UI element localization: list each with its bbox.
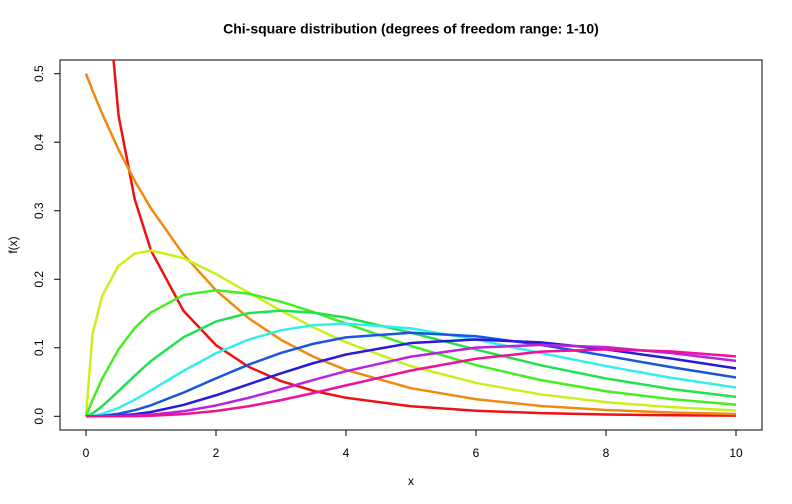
x-tick-label: 10: [729, 446, 743, 460]
y-tick-label: 0.1: [32, 339, 46, 356]
plot-area: [84, 60, 737, 418]
series-line: [86, 348, 737, 418]
y-tick-label: 0.0: [32, 408, 46, 425]
x-tick-label: 8: [603, 446, 610, 460]
x-axis-label: x: [408, 474, 414, 488]
series-line: [85, 309, 737, 418]
chart-title: Chi-square distribution (degrees of free…: [223, 21, 599, 37]
y-tick-label: 0.5: [32, 65, 46, 82]
series-line: [84, 73, 737, 416]
y-axis-label: f(x): [6, 236, 20, 253]
series-line: [84, 289, 737, 417]
x-tick-label: 6: [473, 446, 480, 460]
series-line: [85, 331, 737, 418]
x-tick-label: 4: [343, 446, 350, 460]
series-line: [84, 249, 737, 417]
plot-frame: [59, 59, 763, 431]
y-tick-label: 0.2: [32, 271, 46, 288]
x-tick-label: 2: [213, 446, 220, 460]
series-line: [85, 322, 737, 418]
y-tick-label: 0.4: [32, 134, 46, 151]
y-tick-label: 0.3: [32, 202, 46, 219]
x-tick-label: 0: [83, 446, 90, 460]
